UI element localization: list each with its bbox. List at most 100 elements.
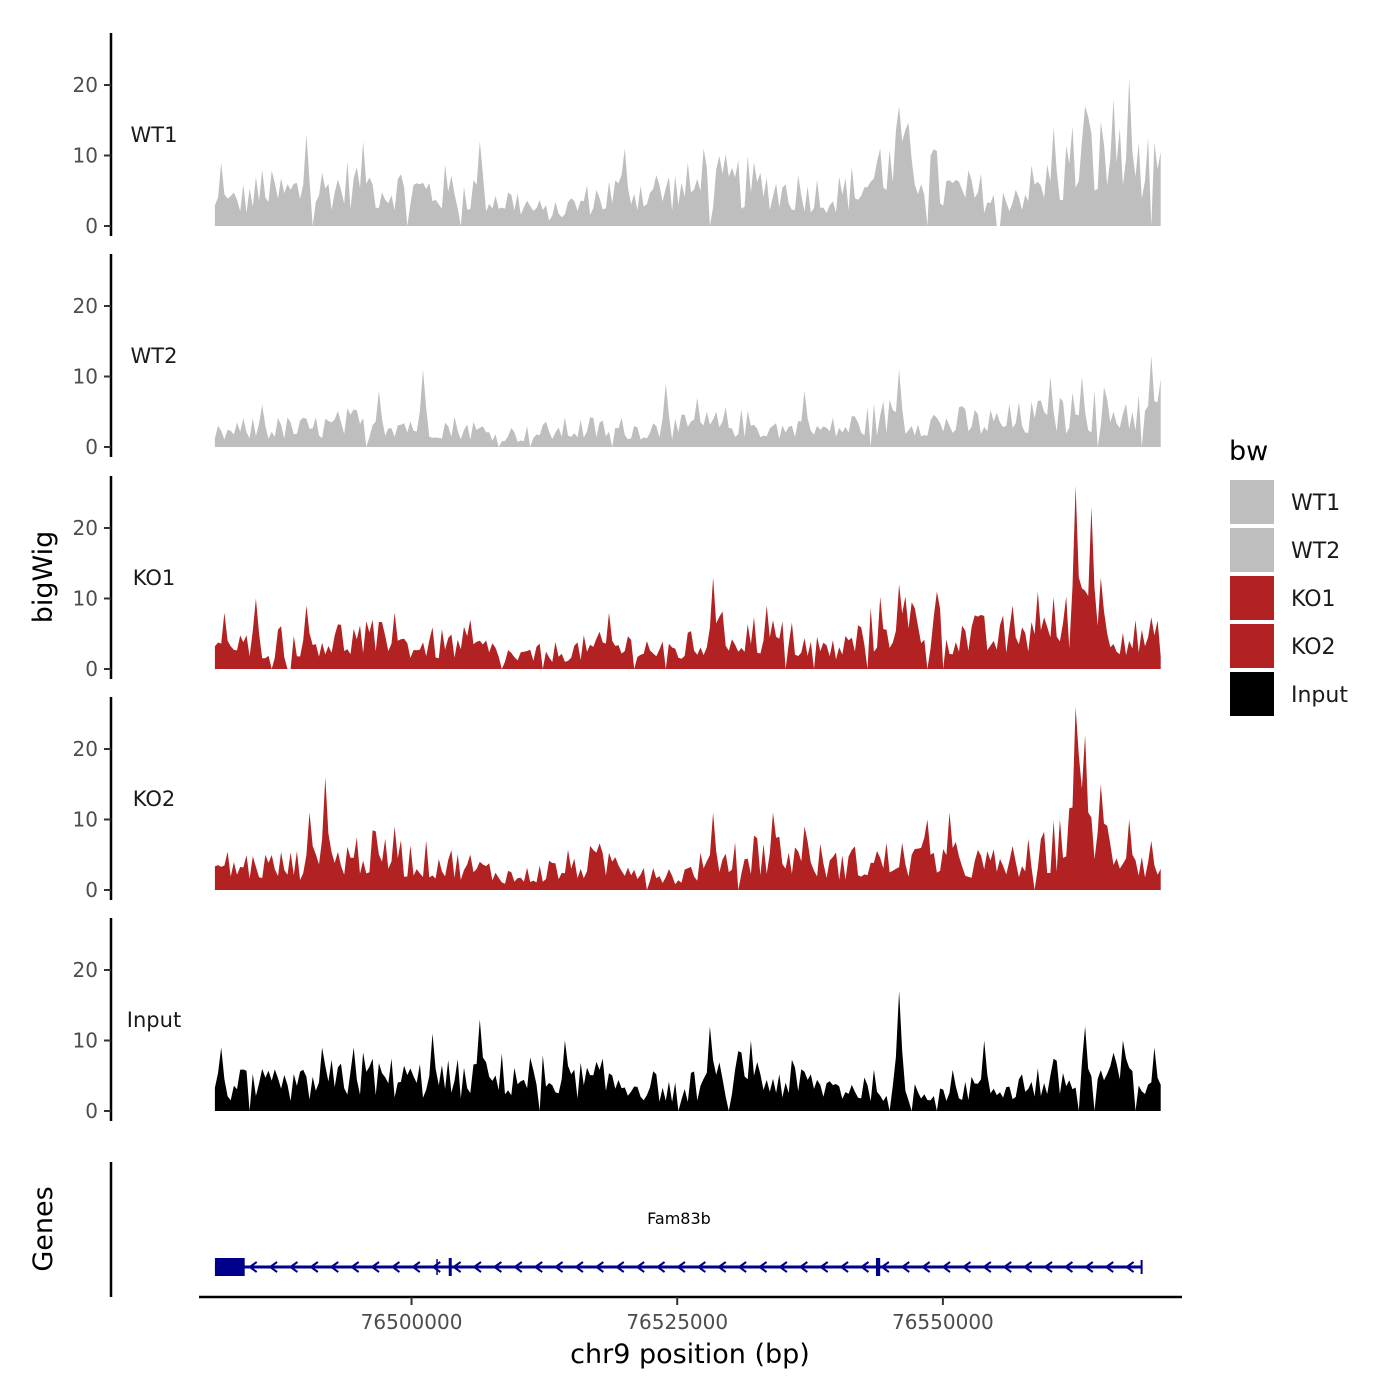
legend-label: WT2	[1291, 539, 1340, 564]
y-tick-label: 20	[73, 516, 98, 540]
strand-arrow	[615, 1261, 625, 1273]
y-tick-label: 0	[85, 657, 98, 681]
strand-arrow	[431, 1261, 441, 1273]
legend-item-wt2: WT2	[1230, 528, 1340, 572]
track-ko1: 0 10 20 KO1	[73, 476, 1161, 681]
strand-arrow	[1022, 1261, 1033, 1273]
strand-arrow	[370, 1261, 380, 1273]
legend-swatch	[1230, 624, 1274, 668]
gene-label-fam83b: Fam83b	[647, 1209, 711, 1228]
strand-arrow	[513, 1261, 523, 1273]
strand-arrow	[1043, 1261, 1053, 1273]
strand-arrow	[309, 1261, 319, 1273]
gene-exon	[214, 1258, 245, 1276]
strand-arrow	[798, 1261, 808, 1273]
signal-area-ko1	[214, 485, 1161, 669]
legend-swatch	[1230, 480, 1274, 524]
strand-arrow	[696, 1261, 706, 1273]
strand-arrow	[411, 1261, 421, 1273]
legend-items: WT1 WT2 KO1 KO2 Input	[1230, 480, 1348, 716]
strand-arrow	[390, 1261, 401, 1273]
x-tick-label: 76525000	[626, 1310, 728, 1334]
strand-arrow	[533, 1261, 543, 1273]
y-tick-label: 10	[73, 808, 98, 832]
legend-label: KO1	[1291, 587, 1336, 612]
y-tick-label: 10	[73, 144, 98, 168]
strand-arrow	[288, 1261, 299, 1273]
x-axis-title: chr9 position (bp)	[570, 1339, 810, 1370]
y-tick-label: 0	[85, 214, 98, 238]
x-axis: 76500000 76525000 76550000 chr9 position (…	[199, 1295, 1182, 1370]
track-label: KO2	[133, 787, 176, 811]
strand-arrow	[635, 1261, 645, 1273]
y-tick-label: 0	[85, 1099, 98, 1123]
legend-label: WT1	[1291, 491, 1340, 516]
strand-arrow	[472, 1261, 482, 1273]
signal-area-input	[214, 991, 1161, 1111]
strand-arrow	[349, 1261, 360, 1273]
x-axis-ticks: 76500000 76525000 76550000	[361, 1297, 994, 1334]
strand-arrow	[717, 1261, 727, 1273]
y-tick-label: 20	[73, 294, 98, 318]
x-tick-label: 76500000	[361, 1310, 463, 1334]
strand-arrow	[1084, 1261, 1094, 1273]
strand-arrow	[655, 1261, 666, 1273]
strand-arrow	[574, 1261, 584, 1273]
legend-title: bw	[1229, 436, 1268, 467]
y-tick-label: 20	[73, 73, 98, 97]
strand-arrow	[900, 1261, 910, 1273]
strand-arrow	[859, 1261, 870, 1273]
strand-arrow	[982, 1261, 992, 1273]
strand-arrow	[1063, 1261, 1074, 1273]
y-tick-label: 0	[85, 435, 98, 459]
strand-arrow	[961, 1261, 972, 1273]
gene-track-title: Genes	[28, 1186, 59, 1271]
strand-arrow	[839, 1261, 849, 1273]
track-label: WT2	[131, 344, 178, 368]
y-tick-label: 10	[73, 1029, 98, 1053]
legend: bw WT1 WT2 KO1 KO2 Input	[1229, 436, 1348, 716]
signal-area-wt1	[214, 78, 1161, 226]
strand-arrow	[778, 1261, 788, 1273]
gene-exon	[448, 1258, 452, 1276]
track-input: 0 10 20 Input	[73, 918, 1161, 1123]
y-tick-label: 10	[73, 365, 98, 389]
signal-tracks: 0 10 20 WT1 0 10 20 WT2 0 10 20 KO1 0 10 20 KO2 0 10 20 Inp…	[73, 33, 1161, 1123]
strand-arrow	[880, 1261, 890, 1273]
strand-arrow	[920, 1261, 931, 1273]
strand-arrow	[676, 1261, 686, 1273]
strand-arrow	[757, 1261, 768, 1273]
strand-arrow	[268, 1261, 278, 1273]
strand-arrow	[1002, 1261, 1012, 1273]
track-label: WT1	[131, 123, 178, 147]
signal-area-wt2	[214, 355, 1161, 447]
track-label: KO1	[133, 566, 176, 590]
track-wt1: 0 10 20 WT1	[73, 33, 1161, 238]
legend-swatch	[1230, 576, 1274, 620]
strand-arrow	[492, 1261, 502, 1273]
x-tick-label: 76550000	[892, 1310, 994, 1334]
strand-arrow	[329, 1261, 339, 1273]
legend-item-wt1: WT1	[1230, 480, 1340, 524]
strand-arrow	[553, 1261, 564, 1273]
track-label: Input	[127, 1008, 181, 1032]
legend-label: KO2	[1291, 635, 1336, 660]
track-ko2: 0 10 20 KO2	[73, 697, 1161, 902]
track-wt2: 0 10 20 WT2	[73, 254, 1161, 459]
legend-item-ko2: KO2	[1230, 624, 1336, 668]
y-tick-label: 0	[85, 878, 98, 902]
signal-area-ko2	[214, 706, 1161, 890]
strand-arrow	[1124, 1261, 1135, 1273]
gene-model	[214, 1258, 1143, 1276]
gene-track: Genes Fam83b	[28, 1162, 1143, 1297]
strand-arrow	[1104, 1261, 1114, 1273]
legend-swatch	[1230, 528, 1274, 572]
legend-swatch	[1230, 672, 1274, 716]
y-tick-label: 20	[73, 737, 98, 761]
strand-arrow	[941, 1261, 951, 1273]
strand-arrow	[594, 1261, 604, 1273]
legend-item-input: Input	[1230, 672, 1348, 716]
strand-arrow	[737, 1261, 747, 1273]
strand-arrow	[451, 1261, 462, 1273]
